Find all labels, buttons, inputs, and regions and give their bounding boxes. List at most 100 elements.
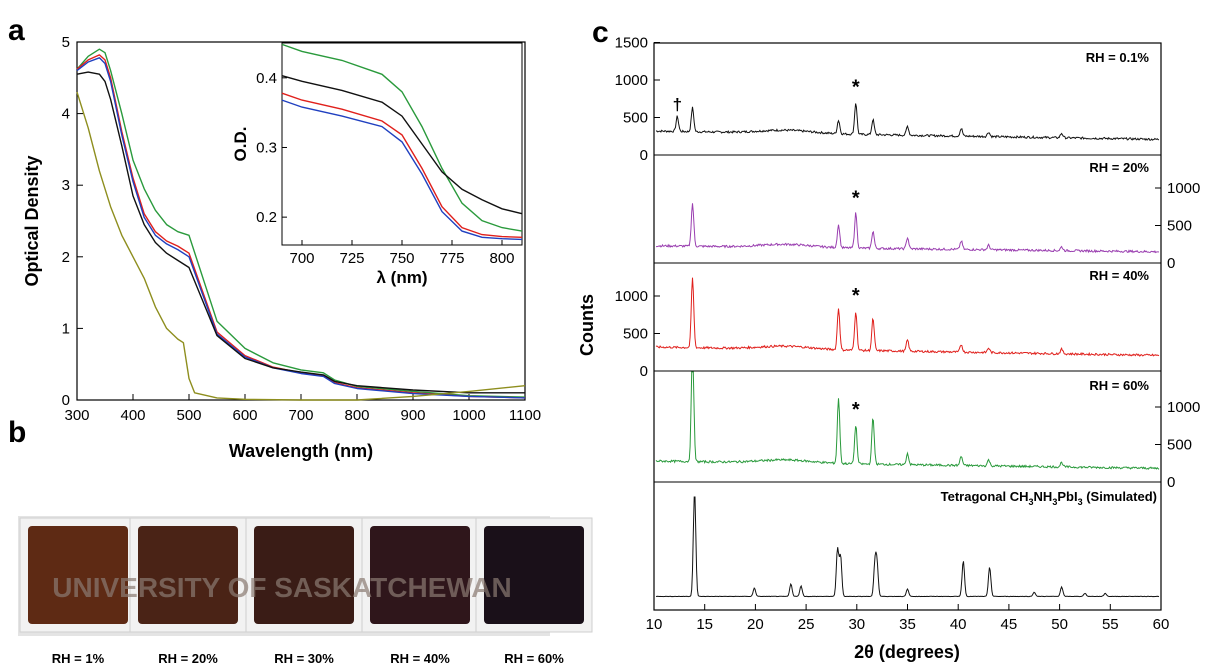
- star-marker: *: [852, 77, 860, 99]
- photo-samples: RH = 1% RH = 20% RH = 30% RH = 40% RH = 60%: [19, 517, 593, 666]
- xrd-pattern-line: [655, 277, 1160, 357]
- x-tick-label: 600: [232, 407, 257, 424]
- panel-a-letter: a: [8, 14, 25, 47]
- x-tick-label: 700: [288, 407, 313, 424]
- star-marker: *: [852, 399, 860, 421]
- c-x-tick-label: 10: [646, 616, 663, 633]
- sample-film: [138, 526, 238, 624]
- inset-background: [282, 43, 522, 245]
- y-axis-title: Optical Density: [22, 155, 42, 286]
- inset-x-tick-label: 775: [439, 250, 464, 267]
- inset-x-tick-label: 700: [289, 250, 314, 267]
- panel-c-series: * † * * *: [655, 77, 1160, 598]
- x-tick-label: 400: [120, 407, 145, 424]
- rh-label-60: RH = 60%: [1089, 378, 1149, 393]
- c-x-tick-label: 50: [1051, 616, 1068, 633]
- inset-series-line: [281, 43, 523, 232]
- sample-label: RH = 60%: [504, 651, 564, 666]
- c-left-tick-label: 500: [623, 110, 648, 127]
- inset-x-tick-label: 750: [389, 250, 414, 267]
- dagger-marker: †: [673, 95, 682, 114]
- y-tick-label: 1: [62, 320, 70, 337]
- c-left-tick-label: 0: [640, 147, 648, 164]
- rh-label-40: RH = 40%: [1089, 268, 1149, 283]
- xrd-pattern-line: [655, 103, 1160, 141]
- star-marker: *: [852, 188, 860, 210]
- sample-film: [484, 526, 584, 624]
- panel-c-chart: 10 15 20 25 30 35 40 45 50 55 60 0 500 1000 1500 0 500 10…: [577, 35, 1200, 663]
- xrd-pattern-line: [655, 371, 1160, 470]
- y-tick-label: 5: [62, 34, 70, 51]
- c-left-tick-label: 1000: [615, 72, 648, 89]
- c-x-tick-label: 40: [950, 616, 967, 633]
- x-tick-label: 300: [64, 407, 89, 424]
- c-right-tick-label: 500: [1167, 218, 1192, 235]
- rh-label-20: RH = 20%: [1089, 160, 1149, 175]
- inset-x-tick-label: 800: [489, 250, 514, 267]
- xrd-frame: [653, 42, 1162, 611]
- panel-a-ticks: 300 400 500 600 700 800 900 1000 1100 0 1 2 3 4 5: [62, 34, 541, 424]
- inset-series-line: [281, 75, 523, 215]
- c-right-tick-label: 0: [1167, 474, 1175, 491]
- c-x-tick-label: 20: [747, 616, 764, 633]
- sample-label: RH = 30%: [274, 651, 334, 666]
- panel-a-series: [76, 48, 526, 401]
- y-tick-label: 2: [62, 249, 70, 266]
- rh-label-0-1: RH = 0.1%: [1086, 50, 1150, 65]
- simulated-label: Tetragonal CH3NH3PbI3 (Simulated): [941, 489, 1157, 507]
- sample-label: RH = 40%: [390, 651, 450, 666]
- x-tick-label: 1000: [452, 407, 485, 424]
- inset-ticks: 700 725 750 775 800 0.2 0.3 0.4: [256, 70, 514, 267]
- c-x-tick-label: 30: [848, 616, 865, 633]
- inset-y-axis-title: O.D.: [231, 127, 250, 162]
- c-left-tick-label: 1500: [615, 35, 648, 52]
- y-tick-label: 0: [62, 392, 70, 409]
- absorbance-series-line: [76, 91, 526, 401]
- inset-y-tick-label: 0.4: [256, 70, 277, 87]
- c-x-axis-title: 2θ (degrees): [854, 642, 960, 662]
- inset-series-line: [281, 92, 523, 238]
- c-right-tick-label: 1000: [1167, 180, 1200, 197]
- x-axis-title: Wavelength (nm): [229, 441, 373, 461]
- xrd-pattern-line: [655, 496, 1160, 598]
- inset-x-axis-title: λ (nm): [377, 268, 428, 287]
- inset-y-tick-label: 0.3: [256, 139, 277, 156]
- inset-series-line: [281, 99, 523, 241]
- c-right-tick-label: 1000: [1167, 399, 1200, 416]
- sample-film: [370, 526, 470, 624]
- inset-y-tick-label: 0.2: [256, 209, 277, 226]
- sample-label: RH = 1%: [52, 651, 105, 666]
- x-tick-label: 800: [344, 407, 369, 424]
- panel-c-letter: c: [592, 16, 609, 49]
- panel-b-photo: RH = 1% RH = 20% RH = 30% RH = 40% RH = 60% …: [18, 516, 593, 666]
- c-left-tick-label: 0: [640, 363, 648, 380]
- x-tick-label: 900: [400, 407, 425, 424]
- sample-film: [28, 526, 128, 624]
- c-left-tick-label: 1000: [615, 288, 648, 305]
- absorbance-series-line: [76, 71, 525, 394]
- c-x-tick-label: 35: [899, 616, 916, 633]
- c-x-tick-label: 15: [696, 616, 713, 633]
- x-tick-label: 500: [176, 407, 201, 424]
- inset-series: [281, 43, 523, 241]
- c-x-tick-label: 25: [798, 616, 815, 633]
- x-tick-label: 1100: [509, 407, 541, 424]
- star-marker: *: [852, 285, 860, 307]
- c-right-tick-label: 0: [1167, 255, 1175, 272]
- panel-a-chart: 300 400 500 600 700 800 900 1000 1100 0 1 2 3 4 5 Wave…: [22, 34, 541, 461]
- c-x-tick-label: 45: [1001, 616, 1018, 633]
- sample-label: RH = 20%: [158, 651, 218, 666]
- watermark: UNIVERSITY OF SASKATCHEWAN: [52, 572, 511, 603]
- panel-c-ticks: 10 15 20 25 30 35 40 45 50 55 60 0 500 1000 1500 0 500 10…: [615, 35, 1201, 634]
- xrd-pattern-line: [656, 203, 1160, 254]
- c-x-tick-label: 60: [1153, 616, 1170, 633]
- y-tick-label: 4: [62, 106, 70, 123]
- sample-film: [254, 526, 354, 624]
- c-y-axis-title: Counts: [577, 294, 597, 356]
- c-left-tick-label: 500: [623, 326, 648, 343]
- c-right-tick-label: 500: [1167, 437, 1192, 454]
- y-tick-label: 3: [62, 177, 70, 194]
- panel-b-letter: b: [8, 416, 26, 449]
- absorbance-series-line: [76, 57, 526, 399]
